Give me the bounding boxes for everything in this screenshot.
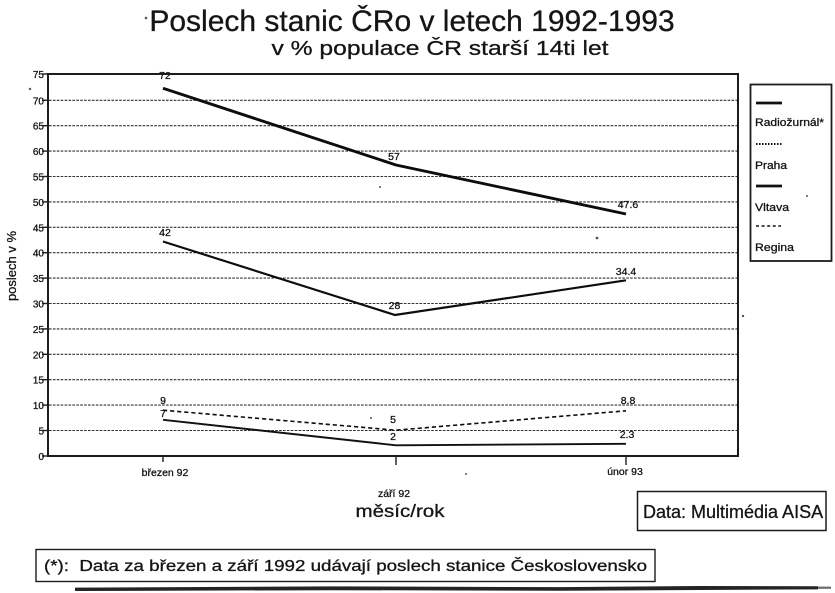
svg-text:5: 5 [38,427,44,438]
svg-text:10: 10 [33,401,45,412]
svg-text:75: 75 [33,70,45,81]
svg-text:Radiožurnál*: Radiožurnál* [755,117,825,129]
svg-text:72: 72 [159,70,171,82]
svg-text:28: 28 [389,300,401,312]
svg-text:30: 30 [33,300,45,311]
svg-text:měsíc/rok: měsíc/rok [356,501,445,521]
svg-text:9: 9 [160,395,166,407]
svg-text:září 92: září 92 [378,488,410,500]
svg-text:70: 70 [33,96,45,107]
svg-text:47.6: 47.6 [618,199,639,211]
svg-text:7: 7 [160,408,166,420]
svg-text:25: 25 [33,325,45,336]
svg-text:0: 0 [38,452,44,463]
svg-text:Regina: Regina [755,242,795,254]
svg-text:57: 57 [388,151,400,163]
svg-text:březen 92: březen 92 [142,467,189,479]
svg-text:únor 93: únor 93 [607,466,643,478]
svg-text:2: 2 [390,431,396,443]
svg-text:v % populace ČR starší 14ti le: v % populace ČR starší 14ti let [272,37,609,60]
svg-text:60: 60 [33,147,45,158]
svg-text:40: 40 [33,249,45,260]
svg-text:poslech v %: poslech v % [4,231,19,302]
svg-text:8.8: 8.8 [621,395,636,407]
svg-text:34.4: 34.4 [616,266,637,278]
svg-text:Praha: Praha [755,160,788,172]
svg-text:Data: Multimédia AISA: Data: Multimédia AISA [643,502,823,522]
svg-text:15: 15 [33,376,45,387]
svg-text:50: 50 [33,198,45,209]
svg-text:Poslech stanic ČRo v letech 19: Poslech stanic ČRo v letech 1992-1993 [149,4,674,38]
svg-text:55: 55 [33,173,45,184]
svg-text:20: 20 [33,350,45,361]
svg-text:65: 65 [33,122,45,133]
svg-text:5: 5 [390,414,396,426]
svg-text:45: 45 [33,223,45,234]
svg-text:(*): Data za březen a září 19: (*): Data za březen a září 1992 udávají … [44,558,647,575]
svg-text:2.3: 2.3 [620,429,635,441]
svg-text:42: 42 [159,227,171,239]
svg-text:35: 35 [33,274,45,285]
svg-text:Vltava: Vltava [755,202,790,214]
